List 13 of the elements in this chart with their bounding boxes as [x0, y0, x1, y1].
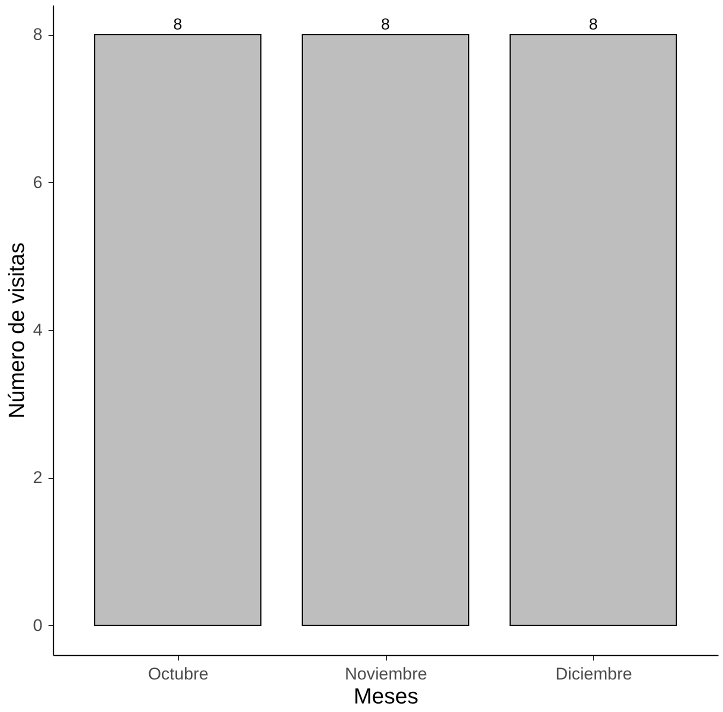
x-tick-label: Octubre [148, 664, 208, 684]
y-tick-label: 2 [33, 468, 42, 488]
y-axis-title: Número de visitas [4, 242, 30, 419]
y-tick-label: 0 [33, 616, 42, 635]
data-label: 8 [588, 16, 598, 34]
x-tick-label: Diciembre [556, 664, 632, 684]
data-label: 8 [381, 16, 390, 34]
y-tick-label: 8 [33, 25, 42, 44]
y-tick-label: 4 [33, 320, 42, 340]
x-axis-title: Meses [354, 684, 418, 708]
y-tick-label: 6 [33, 172, 42, 192]
x-tick-label: Noviembre [344, 664, 428, 684]
data-label: 8 [173, 16, 182, 34]
